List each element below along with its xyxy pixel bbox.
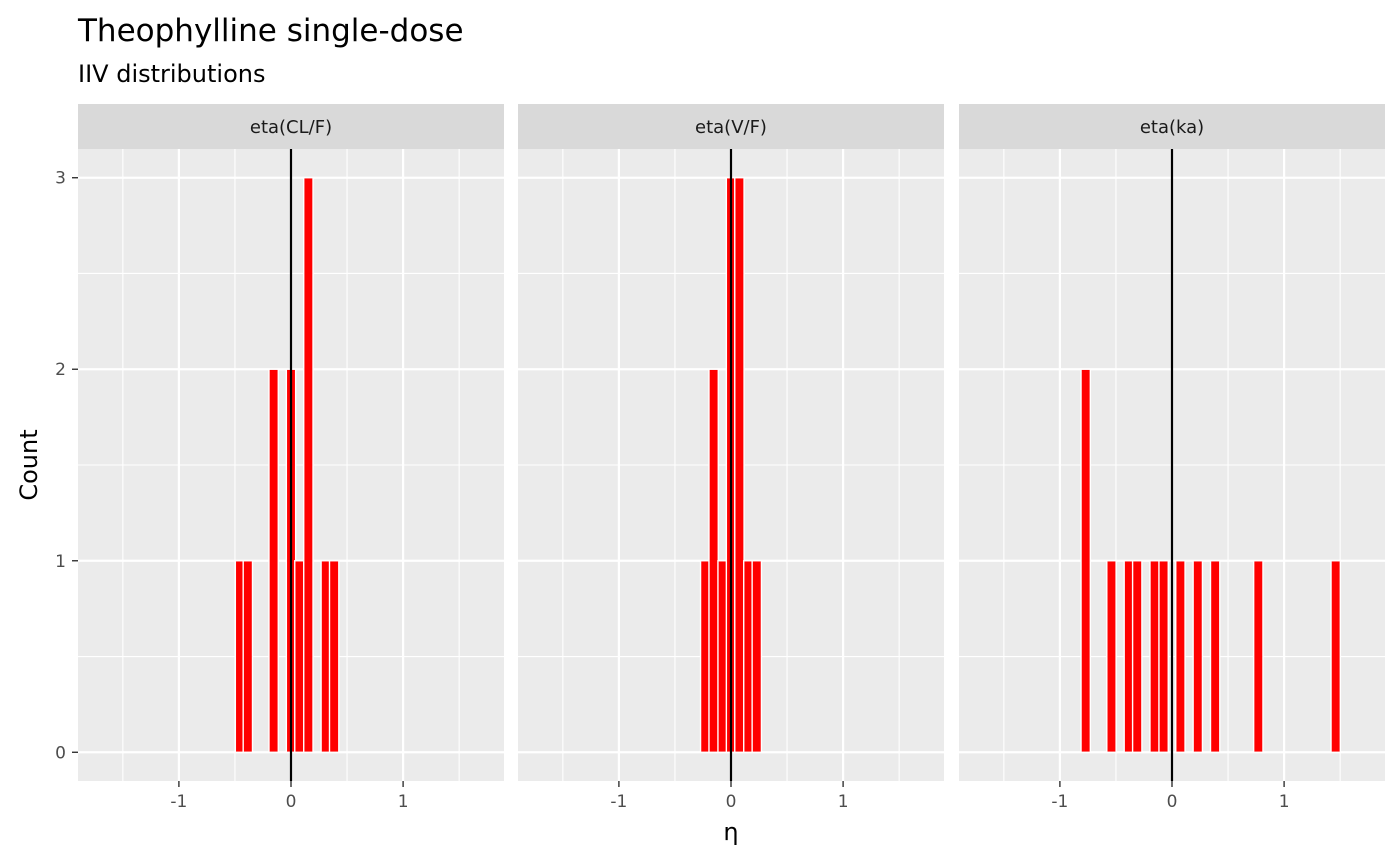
histogram-bar — [1192, 560, 1204, 753]
facet-strip — [78, 104, 504, 149]
facet-panel-1: eta(CL/F) -1 0 1 0 1 2 3 — [55, 104, 504, 812]
chart-title: Theophylline single-dose — [77, 13, 464, 49]
chart-subtitle: IIV distributions — [78, 60, 265, 88]
x-tick-label: -1 — [170, 792, 187, 812]
y-tick-label: 0 — [55, 743, 66, 763]
x-tick-label: 1 — [1279, 792, 1290, 812]
facet-strip — [518, 104, 944, 149]
histogram-bar — [242, 560, 254, 753]
facet-strip-label: eta(ka) — [1140, 117, 1204, 138]
histogram-bar — [328, 560, 340, 753]
histogram-bar — [1158, 560, 1169, 753]
histogram-bar — [1209, 560, 1221, 753]
x-tick-label: 0 — [1167, 792, 1178, 812]
histogram-bar — [268, 368, 279, 753]
x-tick-label: 1 — [398, 792, 409, 812]
histogram-bar — [303, 177, 314, 753]
y-tick-label: 3 — [55, 169, 66, 189]
x-tick-label: 0 — [286, 792, 297, 812]
y-axis-title: Count — [15, 429, 43, 500]
histogram-bar — [1252, 560, 1264, 753]
y-tick-label: 1 — [55, 552, 66, 572]
facet-strip-label: eta(V/F) — [695, 117, 767, 138]
histogram-bar — [751, 560, 763, 753]
histogram-bar — [1330, 560, 1342, 753]
x-axis-title: η — [723, 818, 738, 846]
histogram-bar — [708, 368, 719, 753]
facet-panels: eta(CL/F) -1 0 1 0 1 2 3 eta(V/F) -1 0 1 eta(ka) -1 0 1 — [55, 104, 1385, 812]
histogram-bar — [1131, 560, 1143, 753]
x-tick-label: 0 — [726, 792, 737, 812]
x-tick-label: -1 — [610, 792, 627, 812]
histogram-bars — [1080, 368, 1342, 753]
histogram-bar — [734, 177, 745, 753]
facet-strip-label: eta(CL/F) — [250, 117, 332, 138]
x-tick-label: 1 — [838, 792, 849, 812]
histogram-bar — [1149, 560, 1160, 753]
histogram-bar — [1175, 560, 1186, 753]
histogram-bar — [1106, 560, 1117, 753]
histogram-bar — [294, 560, 305, 753]
facet-strip — [959, 104, 1385, 149]
histogram-bar — [1080, 368, 1092, 753]
facet-panel-3: eta(ka) -1 0 1 — [959, 104, 1385, 812]
facet-panel-2: eta(V/F) -1 0 1 — [518, 104, 944, 812]
y-tick-label: 2 — [55, 360, 66, 380]
x-tick-label: -1 — [1051, 792, 1068, 812]
